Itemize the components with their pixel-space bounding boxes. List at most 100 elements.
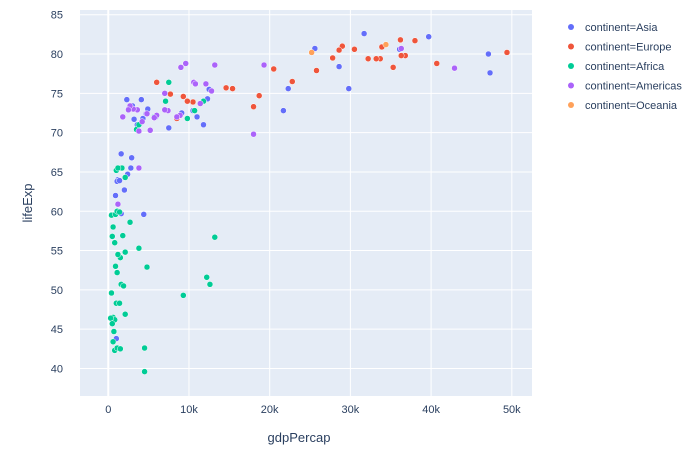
data-point <box>360 30 368 37</box>
data-point <box>114 164 122 172</box>
x-axis-title: gdpPercap <box>268 430 331 445</box>
data-point <box>167 90 174 98</box>
y-tick-label: 60 <box>51 206 63 218</box>
data-point <box>503 49 511 56</box>
x-tick-label: 10k <box>180 404 198 416</box>
legend-label: continent=Africa <box>585 61 665 73</box>
data-point <box>112 192 119 199</box>
data-point <box>335 46 343 54</box>
data-point <box>335 63 343 70</box>
y-tick-label: 85 <box>51 10 63 22</box>
data-point <box>116 208 123 216</box>
legend-marker <box>568 102 574 108</box>
data-point <box>143 110 151 118</box>
data-point <box>121 174 129 181</box>
data-point <box>382 41 390 48</box>
data-point <box>153 79 160 86</box>
data-point <box>113 269 121 276</box>
data-point <box>208 87 215 95</box>
data-point <box>191 107 198 114</box>
data-point <box>119 232 127 239</box>
data-point <box>143 263 151 271</box>
plot-background <box>80 10 532 396</box>
data-point <box>180 93 187 100</box>
data-point <box>117 345 124 353</box>
data-point <box>197 100 204 107</box>
data-point <box>110 328 118 335</box>
data-point <box>372 55 380 62</box>
data-point <box>138 118 146 125</box>
data-point <box>250 103 257 110</box>
x-tick-label: 20k <box>261 404 279 416</box>
data-point <box>109 223 117 231</box>
legend-marker <box>568 63 574 69</box>
data-point <box>284 85 292 92</box>
legend-label: continent=Americas <box>585 81 682 93</box>
data-point <box>135 127 143 135</box>
data-point <box>151 114 158 121</box>
y-tick-label: 65 <box>51 167 63 179</box>
data-point <box>486 69 494 77</box>
data-point <box>184 115 191 122</box>
data-point <box>165 79 173 86</box>
x-tick-label: 0 <box>105 404 111 416</box>
data-point <box>123 96 131 103</box>
data-point <box>161 106 168 114</box>
data-point <box>189 98 197 106</box>
data-point <box>255 92 263 99</box>
legend-marker <box>568 82 574 89</box>
data-point <box>193 113 201 121</box>
data-point <box>313 67 320 74</box>
data-point <box>389 64 397 71</box>
y-tick-label: 50 <box>51 285 63 297</box>
data-point <box>146 127 154 134</box>
data-point <box>161 90 168 97</box>
data-point <box>135 164 143 172</box>
data-point <box>184 97 191 105</box>
data-point <box>107 314 114 322</box>
data-point <box>114 251 122 258</box>
data-point <box>177 64 185 71</box>
y-tick-label: 70 <box>51 128 63 140</box>
legend: continent=Asia continent=Europe continent=… <box>568 22 682 112</box>
data-point <box>138 96 145 103</box>
data-point <box>411 37 419 44</box>
data-point <box>109 320 116 327</box>
data-point <box>289 78 296 85</box>
data-point <box>425 33 432 40</box>
x-tick-label: 30k <box>342 404 360 416</box>
data-point <box>126 219 134 226</box>
data-point <box>451 64 458 72</box>
data-point <box>280 107 287 114</box>
data-point <box>120 282 127 290</box>
data-point <box>140 211 148 218</box>
data-point <box>211 233 219 241</box>
data-point <box>116 177 123 184</box>
data-point <box>108 289 115 297</box>
data-point <box>260 61 268 69</box>
data-point <box>117 150 125 158</box>
data-point <box>202 80 210 88</box>
data-point <box>397 52 405 59</box>
data-points <box>107 30 511 375</box>
data-point <box>192 80 199 88</box>
data-point <box>397 45 405 52</box>
data-point <box>182 60 189 67</box>
data-point <box>121 248 129 256</box>
data-point <box>121 186 128 194</box>
data-point <box>165 124 173 132</box>
y-tick-labels: 40 45 50 55 60 65 70 75 80 85 <box>51 10 63 376</box>
data-point <box>200 121 207 129</box>
data-point <box>114 200 122 208</box>
data-point <box>116 299 123 307</box>
legend-label: continent=Oceania <box>585 100 678 112</box>
x-tick-labels: 0 10k 20k 30k 40k 50k <box>105 404 521 416</box>
data-point <box>206 281 214 288</box>
data-point <box>345 85 353 92</box>
data-point <box>397 36 404 44</box>
data-point <box>308 49 315 56</box>
y-axis-title: lifeExp <box>20 183 35 222</box>
data-point <box>211 61 219 69</box>
data-point <box>203 274 210 281</box>
data-point <box>433 60 441 67</box>
